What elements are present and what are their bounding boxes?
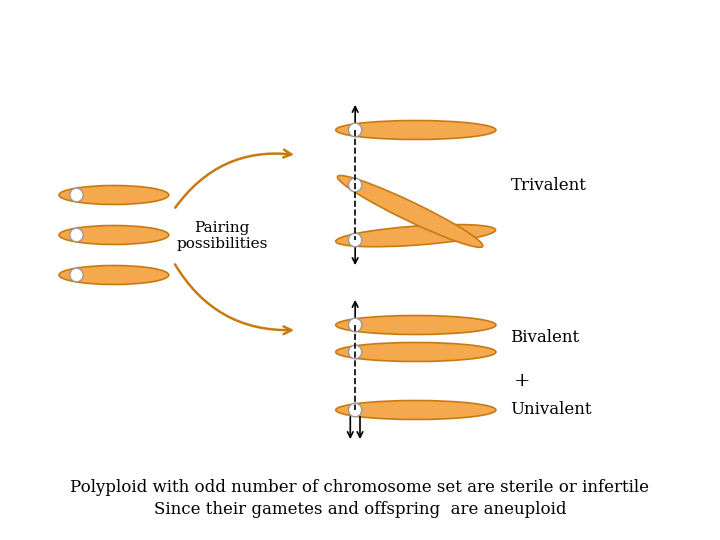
Ellipse shape bbox=[70, 228, 83, 242]
Text: possibilities: possibilities bbox=[176, 237, 268, 251]
Ellipse shape bbox=[59, 266, 168, 285]
Ellipse shape bbox=[348, 178, 361, 192]
Ellipse shape bbox=[348, 123, 361, 137]
Ellipse shape bbox=[70, 268, 83, 282]
Text: Bivalent: Bivalent bbox=[510, 329, 580, 347]
FancyArrowPatch shape bbox=[175, 150, 292, 208]
Text: Pairing: Pairing bbox=[194, 221, 250, 235]
Ellipse shape bbox=[336, 401, 496, 420]
Ellipse shape bbox=[348, 233, 361, 247]
Ellipse shape bbox=[70, 188, 83, 202]
Ellipse shape bbox=[348, 403, 361, 417]
Ellipse shape bbox=[336, 120, 496, 139]
Text: Univalent: Univalent bbox=[510, 402, 592, 418]
Ellipse shape bbox=[348, 318, 361, 332]
Ellipse shape bbox=[59, 226, 168, 245]
Text: Trivalent: Trivalent bbox=[510, 177, 586, 193]
FancyArrowPatch shape bbox=[175, 265, 292, 334]
Ellipse shape bbox=[336, 342, 496, 361]
Ellipse shape bbox=[59, 186, 168, 205]
Text: Since their gametes and offspring  are aneuploid: Since their gametes and offspring are an… bbox=[154, 502, 566, 518]
Ellipse shape bbox=[336, 225, 495, 247]
Text: +: + bbox=[513, 372, 530, 390]
Ellipse shape bbox=[336, 315, 496, 334]
Text: Polyploid with odd number of chromosome set are sterile or infertile: Polyploid with odd number of chromosome … bbox=[71, 480, 649, 496]
Ellipse shape bbox=[338, 176, 483, 247]
Ellipse shape bbox=[348, 345, 361, 359]
